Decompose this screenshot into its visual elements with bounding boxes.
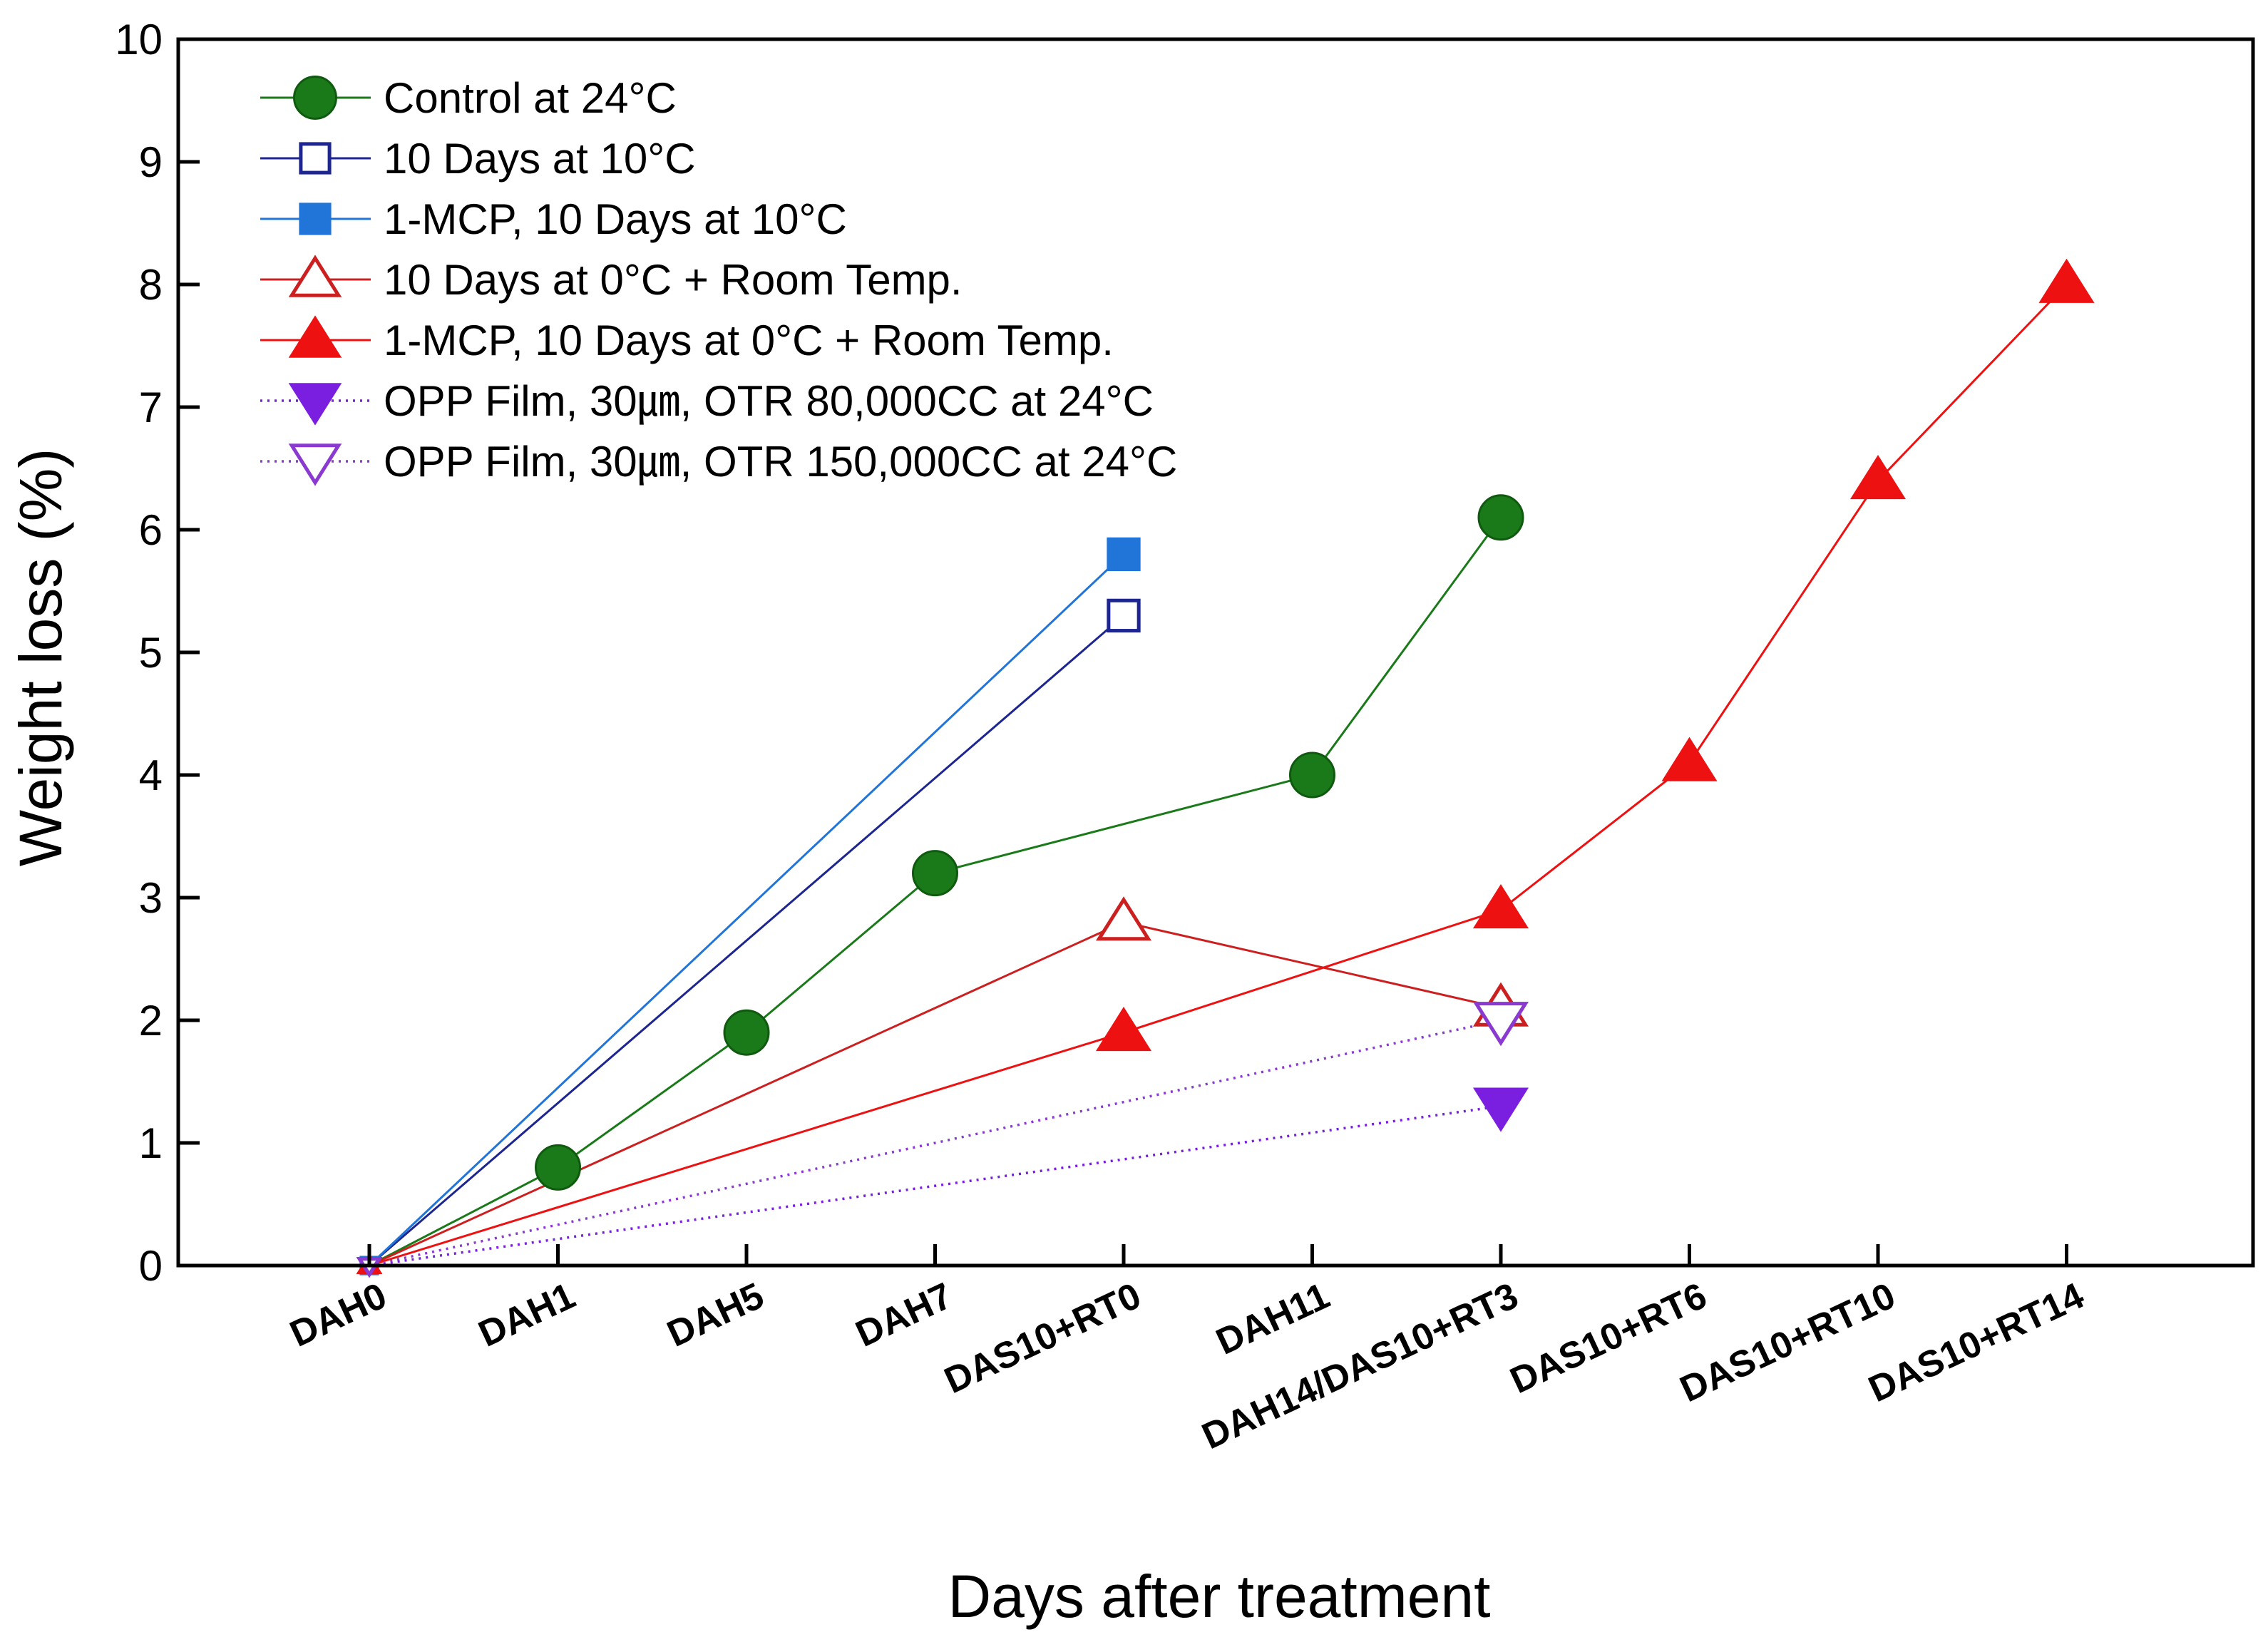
legend-label: Control at 24°C (384, 74, 677, 122)
series-5-point (1472, 884, 1529, 929)
legend-marker (288, 383, 342, 426)
y-tick-label: 3 (139, 874, 163, 922)
y-tick-label: 5 (139, 629, 163, 677)
legend: Control at 24°C 10 Days at 10°C 1-MCP, 10 … (260, 74, 1177, 486)
legend-marker (288, 255, 342, 297)
legend-label: 10 Days at 10°C (384, 135, 696, 183)
series-6-point (1472, 1087, 1529, 1132)
series-5-point (2038, 258, 2095, 303)
y-tick-label: 7 (139, 384, 163, 431)
y-tick-label: 8 (139, 261, 163, 309)
y-tick-label: 6 (139, 506, 163, 554)
y-axis-title: Weight loss (%) (7, 448, 74, 867)
series-5-point (1849, 455, 1907, 500)
series-2-line (369, 615, 1124, 1267)
legend-label: 10 Days at 0°C + Room Temp. (384, 256, 963, 304)
plot-area (356, 258, 2095, 1278)
legend-marker (299, 202, 332, 235)
series-2-point (1107, 598, 1141, 633)
y-tick-label: 0 (139, 1242, 163, 1290)
series-5-point (1095, 1007, 1152, 1052)
series-4-point (1095, 896, 1152, 941)
series-5-point (1661, 737, 1718, 781)
legend-marker (293, 76, 337, 120)
y-tick-label: 10 (115, 16, 163, 63)
legend-label: OPP Film, 30㎛, OTR 150,000CC at 24°C (384, 438, 1177, 486)
series-1-line (369, 516, 1502, 1267)
series-1-point (535, 1144, 581, 1191)
series-1-point (1477, 494, 1524, 541)
legend-label: OPP Film, 30㎛, OTR 80,000CC at 24°C (384, 377, 1154, 425)
y-tick-label: 1 (139, 1119, 163, 1167)
series-3-point (1107, 537, 1141, 572)
y-tick-label: 2 (139, 997, 163, 1045)
y-tick-label: 9 (139, 138, 163, 186)
series-6-line (369, 1104, 1502, 1267)
legend-marker (288, 315, 342, 358)
legend-marker (288, 443, 342, 486)
series-1-point (912, 850, 958, 897)
series-1-point (723, 1009, 770, 1056)
legend-label: 1-MCP, 10 Days at 10°C (384, 195, 847, 243)
legend-label: 1-MCP, 10 Days at 0°C + Room Temp. (384, 317, 1114, 364)
series-5-line (369, 283, 2068, 1267)
legend-marker (299, 142, 332, 175)
series-3-line (368, 553, 1125, 1267)
series-7-point (1472, 1002, 1529, 1047)
x-axis-title: Days after treatment (948, 1563, 1491, 1630)
series-7-line (369, 1019, 1502, 1267)
y-tick-label: 4 (139, 751, 163, 799)
series-1-point (1289, 751, 1335, 799)
